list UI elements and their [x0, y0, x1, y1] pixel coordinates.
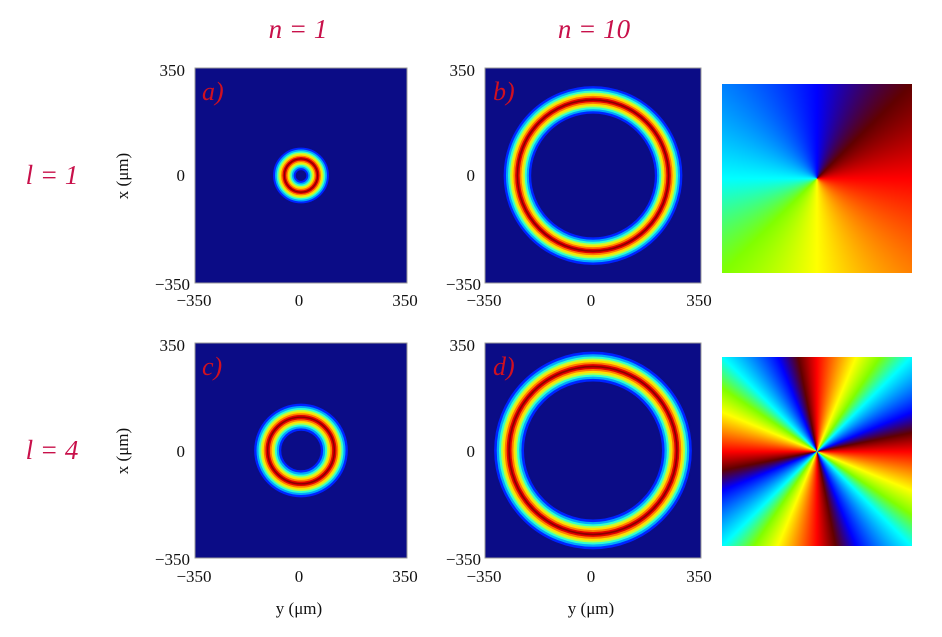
panel-c-ytick-mid: 0: [177, 442, 186, 461]
panel-a-frame: [194, 67, 408, 284]
panel-a-ring-pattern: [271, 146, 331, 205]
panel-b-ytick-min: −350: [446, 275, 481, 294]
panel-a-ytick-min: −350: [155, 275, 190, 294]
intensity-panel-a: a): [194, 67, 408, 284]
xlabel-col2: y (μm): [568, 599, 614, 618]
intensity-panel-b: b): [484, 67, 702, 284]
panel-a-xtick-mid: 0: [295, 291, 304, 310]
panel-c-background: [195, 343, 407, 558]
panel-d-ytick-min: −350: [446, 550, 481, 569]
panel-d-letter: d): [493, 352, 515, 381]
ring-band-8: [266, 416, 336, 485]
column-header-n1: n = 1: [269, 14, 328, 44]
panel-c-letter: c): [202, 352, 222, 381]
panel-d-ytick-max: 350: [450, 336, 476, 355]
panel-c-ytick-min: −350: [155, 550, 190, 569]
panel-b-letter: b): [493, 77, 515, 106]
panel-b-ytick-max: 350: [450, 61, 476, 80]
panel-a-ytick-max: 350: [160, 61, 186, 80]
ring-band-8: [283, 158, 319, 193]
panel-b-ring-pattern: [501, 84, 685, 267]
panel-b-ytick-mid: 0: [467, 166, 476, 185]
ylabel-row2: x (μm): [113, 428, 132, 474]
panel-d-xtick-mid: 0: [587, 567, 596, 586]
row-header-l4: l = 4: [26, 435, 79, 465]
panel-a-letter: a): [202, 77, 224, 106]
panel-c-frame: [194, 342, 408, 559]
xlabel-col1: y (μm): [276, 599, 322, 618]
panel-a-xtick-max: 350: [392, 291, 418, 310]
panel-b-xtick-max: 350: [686, 291, 712, 310]
panel-c-ytick-max: 350: [160, 336, 186, 355]
panel-d-xtick-min: −350: [466, 567, 501, 586]
ring-band-8: [508, 365, 678, 536]
phase-map-l1: [722, 84, 912, 273]
panel-b-xtick-mid: 0: [587, 291, 596, 310]
panel-a-ytick-mid: 0: [177, 166, 186, 185]
panel-d-frame: [484, 342, 702, 559]
column-header-n10: n = 10: [558, 14, 631, 44]
phase-map-l4: [722, 357, 912, 546]
panel-c-xtick-mid: 0: [295, 567, 304, 586]
panel-d-ytick-mid: 0: [467, 442, 476, 461]
panel-c-xtick-max: 350: [392, 567, 418, 586]
row-header-l1: l = 1: [26, 160, 79, 190]
panel-a-background: [195, 68, 407, 283]
intensity-panel-c: c): [194, 342, 408, 559]
panel-c-xtick-min: −350: [176, 567, 211, 586]
panel-d-xtick-max: 350: [686, 567, 712, 586]
panel-c-ring-pattern: [252, 401, 350, 500]
ring-band-8: [516, 99, 670, 252]
panel-d-ring-pattern: [492, 349, 694, 552]
ylabel-row1: x (μm): [113, 153, 132, 199]
panel-b-xtick-min: −350: [466, 291, 501, 310]
panel-b-frame: [484, 67, 702, 284]
panel-a-xtick-min: −350: [176, 291, 211, 310]
intensity-panel-d: d): [484, 342, 702, 559]
